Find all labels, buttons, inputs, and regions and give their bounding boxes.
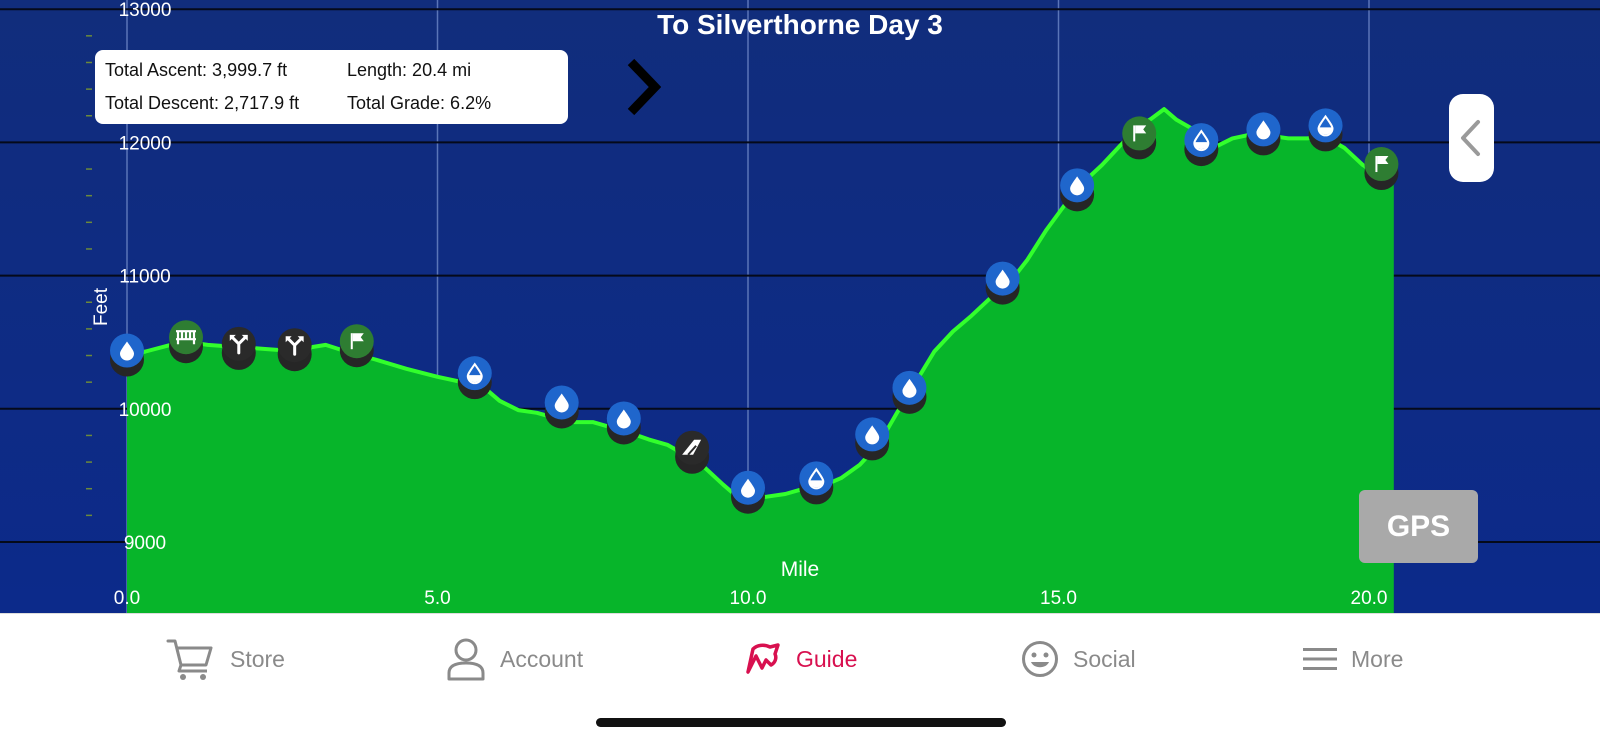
cart-icon xyxy=(166,639,213,680)
water-half-waypoint-marker[interactable] xyxy=(457,356,492,400)
person-icon xyxy=(447,638,485,681)
water-drop-icon xyxy=(865,425,880,445)
fork-waypoint-marker[interactable] xyxy=(221,326,256,370)
x-tick-label: 5.0 xyxy=(424,588,450,609)
fork-icon xyxy=(285,336,304,356)
water-half-icon xyxy=(1193,129,1210,152)
total-ascent: Total Ascent: 3,999.7 ft xyxy=(105,60,288,80)
flag-icon xyxy=(350,333,364,350)
fork-icon xyxy=(229,334,248,355)
water-drop-waypoint-marker[interactable] xyxy=(892,370,927,414)
water-drop-icon xyxy=(741,478,755,498)
guide-logo-icon xyxy=(746,643,780,674)
tab-store-label: Store xyxy=(230,645,285,672)
route-stats-panel[interactable]: Total Ascent: 3,999.7 ft Length: 20.4 mi… xyxy=(95,50,661,124)
summit-waypoint-marker[interactable] xyxy=(675,430,710,474)
y-tick-label: 9000 xyxy=(124,533,166,554)
tab-account[interactable]: Account xyxy=(446,614,583,704)
smiley-icon xyxy=(1022,641,1058,677)
water-drop-waypoint-marker[interactable] xyxy=(544,385,579,429)
y-tick-label: 13000 xyxy=(119,0,172,21)
water-drop-icon xyxy=(902,378,917,398)
menu-icon xyxy=(1303,648,1337,670)
flag-waypoint-marker[interactable] xyxy=(1364,147,1399,191)
gps-button[interactable]: GPS xyxy=(1359,490,1478,563)
chart-title: To Silverthorne Day 3 xyxy=(657,9,943,40)
water-drop-waypoint-marker[interactable] xyxy=(985,261,1020,305)
home-indicator[interactable] xyxy=(596,718,1006,727)
x-axis-label: Mile xyxy=(781,558,820,581)
flag-waypoint-marker[interactable] xyxy=(339,324,374,368)
water-drop-waypoint-marker[interactable] xyxy=(110,333,144,377)
water-drop-waypoint-marker[interactable] xyxy=(1246,112,1281,156)
tab-store[interactable]: Store xyxy=(166,614,285,704)
water-half-icon xyxy=(808,467,825,490)
flag-waypoint-marker[interactable] xyxy=(1122,116,1157,160)
elevation-chart[interactable]: 0.0 5.0 10.0 15.0 20.0 13000 12000 11000 10000 90… xyxy=(0,0,1600,613)
water-half-waypoint-marker[interactable] xyxy=(1184,123,1219,167)
elevation-area xyxy=(127,109,1394,613)
water-drop-icon xyxy=(1070,176,1085,196)
water-half-icon xyxy=(466,362,483,385)
summit-icon xyxy=(682,439,702,456)
total-grade: Total Grade: 6.2% xyxy=(347,93,492,113)
x-tick-label: 0.0 xyxy=(114,588,140,609)
tab-more[interactable]: More xyxy=(1303,614,1403,704)
water-drop-waypoint-marker[interactable] xyxy=(855,417,890,461)
x-tick-label: 10.0 xyxy=(730,588,767,609)
bridge-icon xyxy=(175,330,196,345)
water-drop-icon xyxy=(616,409,631,429)
y-tick-label: 11000 xyxy=(119,267,170,288)
tab-more-label: More xyxy=(1351,645,1404,672)
tab-guide-label: Guide xyxy=(796,645,858,672)
chevron-right-icon[interactable] xyxy=(625,58,661,116)
tab-social-label: Social xyxy=(1073,645,1136,672)
bridge-waypoint-marker[interactable] xyxy=(168,320,203,364)
water-drop-waypoint-marker[interactable] xyxy=(1060,168,1095,212)
total-descent: Total Descent: 2,717.9 ft xyxy=(105,93,300,113)
water-half-waypoint-marker[interactable] xyxy=(799,461,834,505)
tab-social[interactable]: Social xyxy=(1021,614,1136,704)
y-tick-label: 10000 xyxy=(119,400,172,421)
elevation-profile-svg[interactable]: 0.0 5.0 10.0 15.0 20.0 13000 12000 11000 10000 90… xyxy=(0,0,1600,613)
water-half-icon xyxy=(1317,114,1334,137)
tab-bar: Store Account Guide Social More xyxy=(0,613,1600,704)
flag-icon xyxy=(1133,125,1147,142)
side-panel-toggle[interactable] xyxy=(1449,94,1494,182)
tab-account-label: Account xyxy=(500,645,584,672)
water-drop-icon xyxy=(120,341,134,361)
y-axis-label: Feet xyxy=(91,287,112,326)
water-drop-icon xyxy=(1256,120,1271,140)
route-length: Length: 20.4 mi xyxy=(347,60,472,80)
water-drop-waypoint-marker[interactable] xyxy=(606,401,641,445)
x-tick-label: 20.0 xyxy=(1351,588,1388,609)
tab-guide[interactable]: Guide xyxy=(744,614,857,704)
y-tick-label: 12000 xyxy=(119,133,172,154)
flag-icon xyxy=(1375,156,1389,173)
water-drop-icon xyxy=(995,269,1010,289)
water-half-waypoint-marker[interactable] xyxy=(1308,108,1343,152)
water-drop-waypoint-marker[interactable] xyxy=(731,470,765,514)
water-drop-icon xyxy=(554,393,569,413)
fork-waypoint-marker[interactable] xyxy=(277,328,312,372)
chevron-left-icon xyxy=(1461,120,1480,156)
x-tick-label: 15.0 xyxy=(1040,588,1077,609)
